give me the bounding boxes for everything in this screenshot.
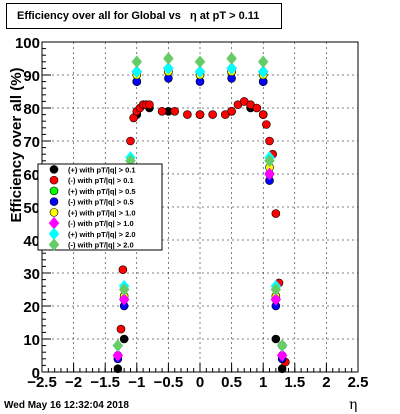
data-point — [131, 65, 143, 79]
legend-entry-label: (+) with pT/|q| > 1.0 — [68, 208, 136, 217]
legend-box — [37, 163, 163, 251]
data-point — [226, 62, 237, 75]
y-tick-label: 60 — [23, 167, 40, 184]
data-point — [270, 293, 282, 306]
x-tick-label: −1 — [128, 374, 145, 391]
data-point — [131, 55, 143, 69]
x-tick-label: 1.5 — [284, 374, 305, 391]
data-point — [276, 349, 288, 362]
data-point — [157, 107, 167, 116]
footer-timestamp: Wed May 16 12:32:04 2018 — [4, 400, 129, 411]
x-tick-label: 0 — [196, 374, 204, 391]
data-point — [112, 349, 124, 362]
y-tick-label: 50 — [23, 200, 40, 217]
chart-title: Efficiency over all for Global vs η at p… — [6, 3, 282, 29]
y-tick-label: 10 — [23, 332, 40, 349]
x-tick-label: 2 — [322, 374, 330, 391]
axis-ticks: −2.5 −2 −1.5 −1 −0.5 0 0.5 1 1.5 2 2.5 0 10 20 30 40 50 6… — [15, 35, 368, 391]
data-point — [116, 324, 126, 334]
data-point — [163, 62, 174, 75]
data-point — [118, 293, 130, 306]
data-point — [194, 55, 206, 69]
legend-entry-label: (-) with pT/|q| > 0.5 — [68, 198, 134, 207]
x-tick-label: 1 — [259, 374, 267, 391]
data-point — [265, 136, 274, 146]
legend-marker — [49, 208, 59, 217]
legend-entry-label: (-) with pT/|q| > 0.1 — [68, 176, 134, 185]
legend-entry-label: (+) with pT/|q| > 2.0 — [68, 230, 136, 239]
data-point — [170, 107, 180, 116]
data-point — [119, 334, 129, 344]
legend-marker — [49, 165, 59, 174]
legend-entry-label: (+) with pT/|q| > 0.1 — [68, 165, 136, 174]
legend-entry-label: (+) with pT/|q| > 0.5 — [68, 187, 136, 196]
x-axis-label: η — [349, 397, 358, 413]
legend: (+) with pT/|q| > 0.1 (-) with pT/|q| > 0… — [37, 163, 163, 252]
data-point — [276, 339, 288, 352]
legend-marker — [49, 186, 59, 196]
data-point — [258, 110, 268, 119]
y-tick-label: 40 — [23, 233, 40, 250]
data-point — [226, 52, 237, 65]
legend-entry-label: (-) with pT/|q| > 2.0 — [68, 241, 134, 250]
legend-entry-label: (-) with pT/|q| > 1.0 — [68, 219, 134, 228]
data-point — [252, 103, 262, 113]
data-point — [118, 265, 128, 275]
y-tick-label: 100 — [15, 35, 40, 52]
y-tick-label: 20 — [23, 299, 40, 316]
legend-marker — [48, 238, 60, 252]
legend-marker — [49, 197, 59, 206]
data-series — [112, 52, 290, 374]
data-point — [145, 100, 154, 109]
x-tick-label: −1.5 — [90, 374, 120, 391]
data-point — [183, 110, 192, 119]
legend-marker — [49, 175, 59, 185]
data-point — [264, 167, 275, 181]
data-point — [194, 65, 206, 79]
data-point — [112, 339, 124, 352]
y-tick-label: 90 — [23, 68, 40, 85]
y-tick-label: 30 — [23, 266, 40, 283]
data-point — [262, 120, 271, 129]
data-point — [208, 110, 217, 119]
x-tick-label: −2.5 — [27, 374, 57, 391]
series-7 — [112, 52, 288, 352]
x-tick-label: 0.5 — [221, 374, 242, 391]
data-point — [271, 209, 281, 218]
data-point — [126, 136, 135, 146]
x-tick-label: −0.5 — [154, 374, 184, 391]
x-tick-label: 2.5 — [348, 374, 369, 391]
y-axis-label: Efficiency over all (%) — [8, 67, 25, 223]
data-point — [257, 65, 269, 79]
data-point — [264, 154, 275, 168]
y-tick-label: 80 — [23, 101, 40, 118]
data-point — [270, 283, 282, 296]
data-point — [163, 52, 174, 65]
y-tick-label: 70 — [23, 134, 40, 151]
data-point — [271, 334, 281, 344]
data-point — [195, 110, 205, 119]
data-point — [257, 55, 269, 69]
x-tick-label: −2 — [65, 374, 82, 391]
y-tick-label: 0 — [32, 365, 40, 382]
data-point — [118, 283, 130, 296]
data-point — [227, 107, 236, 116]
